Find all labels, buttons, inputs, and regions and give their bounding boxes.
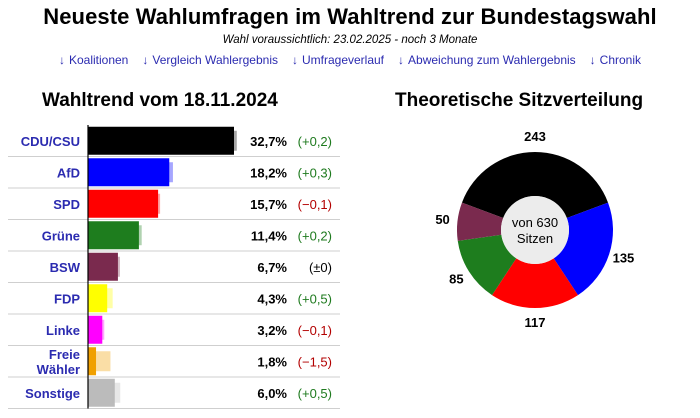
party-label-afd: AfD xyxy=(57,165,80,180)
seat-distribution-title: Theoretische Sitzverteilung xyxy=(395,90,644,111)
party-label-gr-ne: Grüne xyxy=(42,228,80,243)
change-label-sonstige: (+0,5) xyxy=(298,386,332,401)
change-highlight-linke xyxy=(100,319,105,340)
election-date-subtitle: Wahl voraussichtlich: 23.02.2025 - noch … xyxy=(222,34,478,46)
slice-cdu-csu xyxy=(461,151,609,219)
donut-center-label: Sitzen xyxy=(517,231,553,246)
nav-link-label: Abweichung zum Wahlergebnis xyxy=(408,53,576,67)
donut-center xyxy=(501,196,569,264)
change-label-freie-w-hler: (−1,5) xyxy=(298,354,332,369)
change-label-gr-ne: (+0,2) xyxy=(298,228,332,243)
change-highlight-fdp xyxy=(105,288,113,309)
anchor-nav: ↓ Koalitionen ↓ Vergleich Wahlergebnis ↓ Um… xyxy=(0,53,700,67)
party-label-linke: Linke xyxy=(46,323,80,338)
change-label-spd: (−0,1) xyxy=(298,197,332,212)
change-highlight-spd xyxy=(156,193,161,214)
change-label-linke: (−0,1) xyxy=(298,323,332,338)
value-label-linke: 3,2% xyxy=(257,323,287,338)
change-label-afd: (+0,3) xyxy=(298,165,332,180)
value-label-gr-ne: 11,4% xyxy=(251,228,288,243)
arrow-down-icon: ↓ xyxy=(58,53,65,67)
value-label-afd: 18,2% xyxy=(250,165,287,180)
arrow-down-icon: ↓ xyxy=(291,53,298,67)
party-label-cdu-csu: CDU/CSU xyxy=(21,134,80,149)
change-highlight-afd xyxy=(167,162,173,183)
change-label-cdu-csu: (+0,2) xyxy=(298,134,332,149)
party-label-bsw: BSW xyxy=(50,260,81,275)
bar-bsw xyxy=(88,252,118,281)
change-highlight-freie-w-hler xyxy=(94,351,111,372)
bar-cdu-csu xyxy=(88,126,234,155)
slice-gr-ne xyxy=(457,234,517,296)
bar-gr-ne xyxy=(88,221,139,250)
bar-freie-w-hler xyxy=(88,347,97,376)
value-label-cdu-csu: 32,7% xyxy=(250,134,287,149)
nav-link-umfrageverlauf[interactable]: ↓ Umfrageverlauf xyxy=(292,53,384,67)
slice-spd xyxy=(492,258,578,308)
arrow-down-icon: ↓ xyxy=(589,53,596,67)
seat-label-cdu-csu: 243 xyxy=(524,129,546,144)
party-label-sonstige: Sonstige xyxy=(25,386,80,401)
value-label-freie-w-hler: 1,8% xyxy=(257,354,287,369)
nav-link-abweichung[interactable]: ↓ Abweichung zum Wahlergebnis xyxy=(398,53,576,67)
change-highlight-bsw xyxy=(115,256,120,277)
bar-afd xyxy=(88,158,170,187)
change-label-bsw: (±0) xyxy=(309,260,332,275)
seat-label-gr-ne: 85 xyxy=(449,272,463,287)
arrow-down-icon: ↓ xyxy=(142,53,149,67)
value-label-bsw: 6,7% xyxy=(257,260,287,275)
change-highlight-gr-ne xyxy=(136,225,142,246)
change-highlight-sonstige xyxy=(112,382,121,403)
party-label-fdp: FDP xyxy=(54,291,80,306)
change-label-fdp: (+0,5) xyxy=(298,291,332,306)
bar-spd xyxy=(88,189,159,218)
arrow-down-icon: ↓ xyxy=(398,53,405,67)
poll-bar-chart: CDU/CSU 32,7% (+0,2) AfD 18,2% (+0,3) SPD 15,7%… xyxy=(8,125,340,409)
bar-linke xyxy=(88,315,103,344)
value-label-spd: 15,7% xyxy=(250,197,287,212)
nav-link-label: Umfrageverlauf xyxy=(301,53,385,67)
nav-link-label: Koalitionen xyxy=(68,53,129,67)
slice-bsw xyxy=(457,202,504,241)
seat-label-spd: 117 xyxy=(525,315,546,328)
seat-label-bsw: 50 xyxy=(435,212,449,227)
slice-afd xyxy=(553,202,613,296)
bar-fdp xyxy=(88,284,108,313)
nav-link-vergleich[interactable]: ↓ Vergleich Wahlergebnis xyxy=(142,53,278,67)
donut-center-label: von 630 xyxy=(512,215,558,230)
value-label-sonstige: 6,0% xyxy=(257,386,287,401)
nav-link-label: Vergleich Wahlergebnis xyxy=(152,53,278,67)
change-highlight-cdu-csu xyxy=(232,130,237,151)
nav-link-koalitionen[interactable]: ↓ Koalitionen xyxy=(59,53,128,67)
wahltrend-title: Wahltrend vom 18.11.2024 xyxy=(42,90,278,111)
value-label-fdp: 4,3% xyxy=(257,291,287,306)
party-label-freie-w-hler: Freie Wähler xyxy=(37,347,80,377)
party-label-spd: SPD xyxy=(53,197,80,212)
nav-link-label: Chronik xyxy=(599,53,642,67)
page-title: Neueste Wahlumfragen im Wahltrend zur Bu… xyxy=(43,4,657,29)
nav-link-chronik[interactable]: ↓ Chronik xyxy=(590,53,641,67)
seat-label-afd: 135 xyxy=(613,251,635,266)
bar-sonstige xyxy=(88,378,115,407)
